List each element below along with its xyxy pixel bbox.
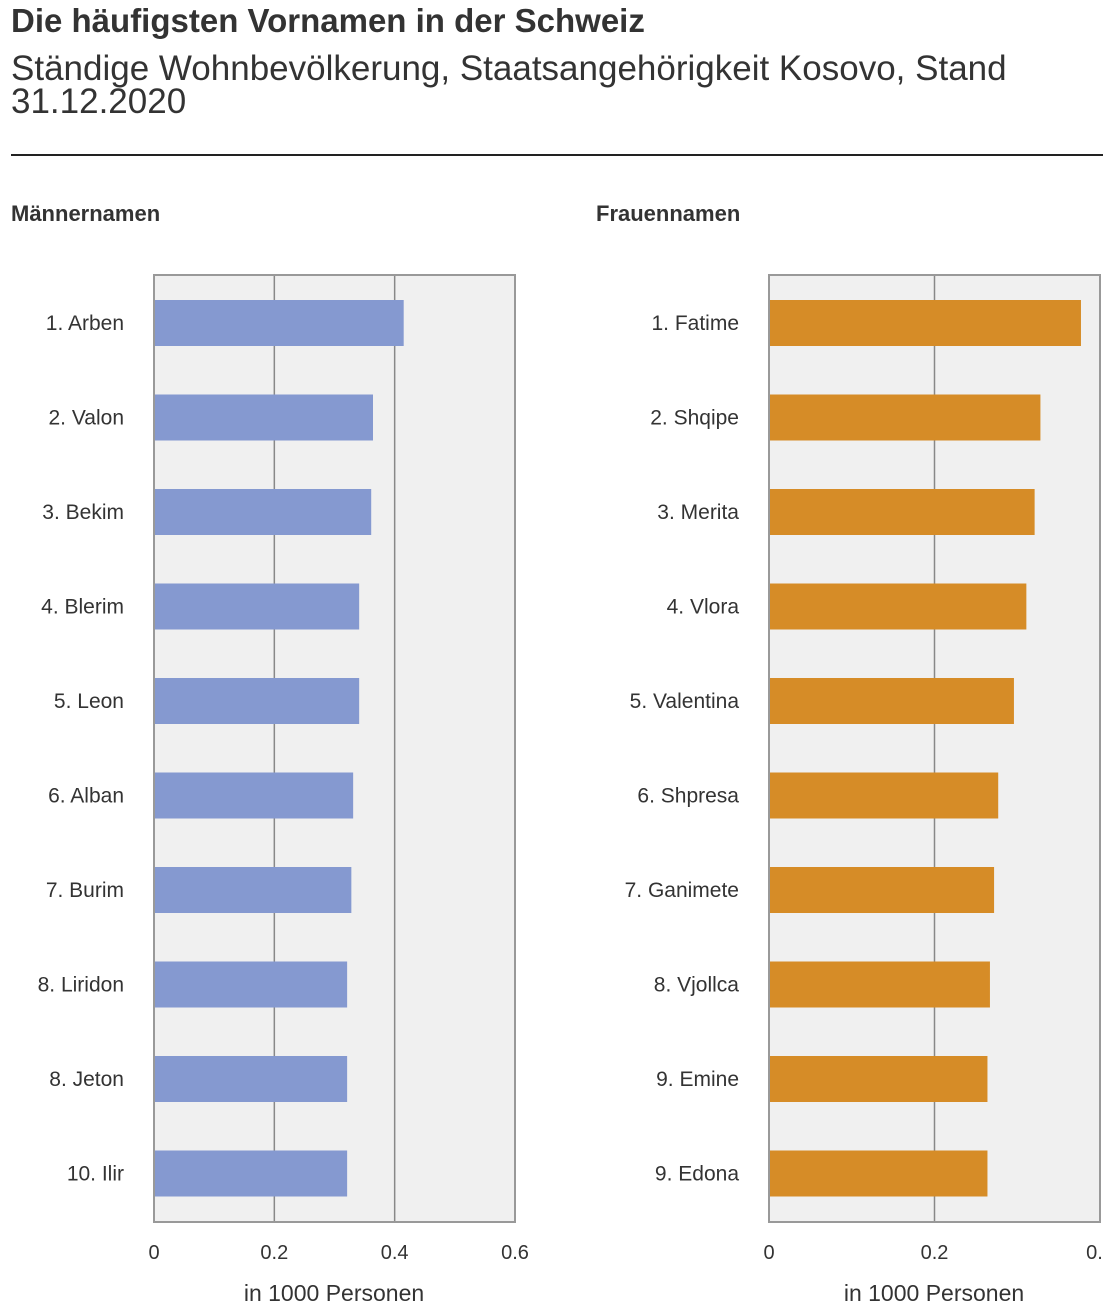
- women-category-label: 9. Edona: [655, 1163, 739, 1186]
- men-x-tick-label: 0.4: [381, 1242, 409, 1264]
- men-x-tick-label: 0.2: [260, 1242, 288, 1264]
- men-bar: [154, 300, 404, 346]
- men-bar: [154, 678, 360, 724]
- women-bar: [769, 394, 1041, 441]
- men-category-label: 7. Burim: [46, 879, 124, 902]
- women-bar: [769, 678, 1014, 724]
- men-bar: [154, 961, 348, 1008]
- men-panel-title: Männernamen: [11, 201, 160, 226]
- women-bar: [769, 961, 990, 1008]
- women-bar: [769, 489, 1035, 535]
- men-category-label: 2. Valon: [49, 407, 125, 430]
- men-bar: [154, 489, 372, 535]
- women-category-label: 1. Fatime: [651, 312, 739, 335]
- women-category-label: 8. Vjollca: [654, 974, 740, 997]
- women-category-label: 5. Valentina: [630, 690, 740, 713]
- women-panel-title: Frauennamen: [596, 201, 740, 226]
- women-category-label: 6. Shpresa: [637, 785, 739, 808]
- women-x-tick-label: 0: [763, 1242, 774, 1264]
- title-divider: [11, 154, 1103, 156]
- men-bar: [154, 1150, 348, 1197]
- men-bar: [154, 867, 352, 913]
- women-category-label: 2. Shqipe: [650, 407, 739, 430]
- women-category-label: 7. Ganimete: [625, 879, 739, 902]
- men-category-label: 5. Leon: [54, 690, 124, 713]
- men-panel: Männernamen 1. Arben 2. Valon 3. Bekim 4. Bl…: [11, 201, 529, 1306]
- women-x-axis-label: in 1000 Personen: [844, 1280, 1024, 1306]
- men-bar: [154, 394, 374, 441]
- women-bar: [769, 1056, 988, 1102]
- women-bar: [769, 867, 995, 913]
- women-x-tick-label: 0.4: [1086, 1242, 1103, 1264]
- women-category-label: 4. Vlora: [667, 596, 740, 619]
- chart-title: Die häufigsten Vornamen in der Schweiz: [11, 2, 645, 39]
- men-x-tick-label: 0.6: [501, 1242, 529, 1264]
- men-plot-frame: [153, 274, 516, 1223]
- women-bar: [769, 583, 1027, 630]
- women-category-label: 9. Emine: [656, 1068, 739, 1091]
- women-panel: Frauennamen 1. Fatime 2. Shqipe 3. Merita 4.…: [596, 201, 1103, 1306]
- men-bar: [154, 583, 360, 630]
- men-x-tick-label: 0: [148, 1242, 159, 1264]
- men-x-axis-label: in 1000 Personen: [244, 1280, 424, 1306]
- women-bar: [769, 1150, 988, 1197]
- men-bar: [154, 772, 354, 819]
- women-plot-frame: [768, 274, 1101, 1223]
- women-category-label: 3. Merita: [657, 501, 739, 524]
- men-category-label: 4. Blerim: [41, 596, 124, 619]
- men-bar: [154, 1056, 348, 1102]
- women-bar: [769, 300, 1081, 346]
- chart-subtitle: Ständige Wohnbevölkerung, Staatsangehöri…: [11, 49, 1007, 121]
- men-category-label: 8. Liridon: [38, 974, 124, 997]
- men-category-label: 6. Alban: [48, 785, 124, 808]
- women-bar: [769, 772, 999, 819]
- men-category-label: 10. Ilir: [67, 1163, 124, 1186]
- men-category-label: 1. Arben: [46, 312, 124, 335]
- men-category-label: 3. Bekim: [42, 501, 124, 524]
- men-category-label: 8. Jeton: [49, 1068, 124, 1091]
- women-x-tick-label: 0.2: [921, 1242, 949, 1264]
